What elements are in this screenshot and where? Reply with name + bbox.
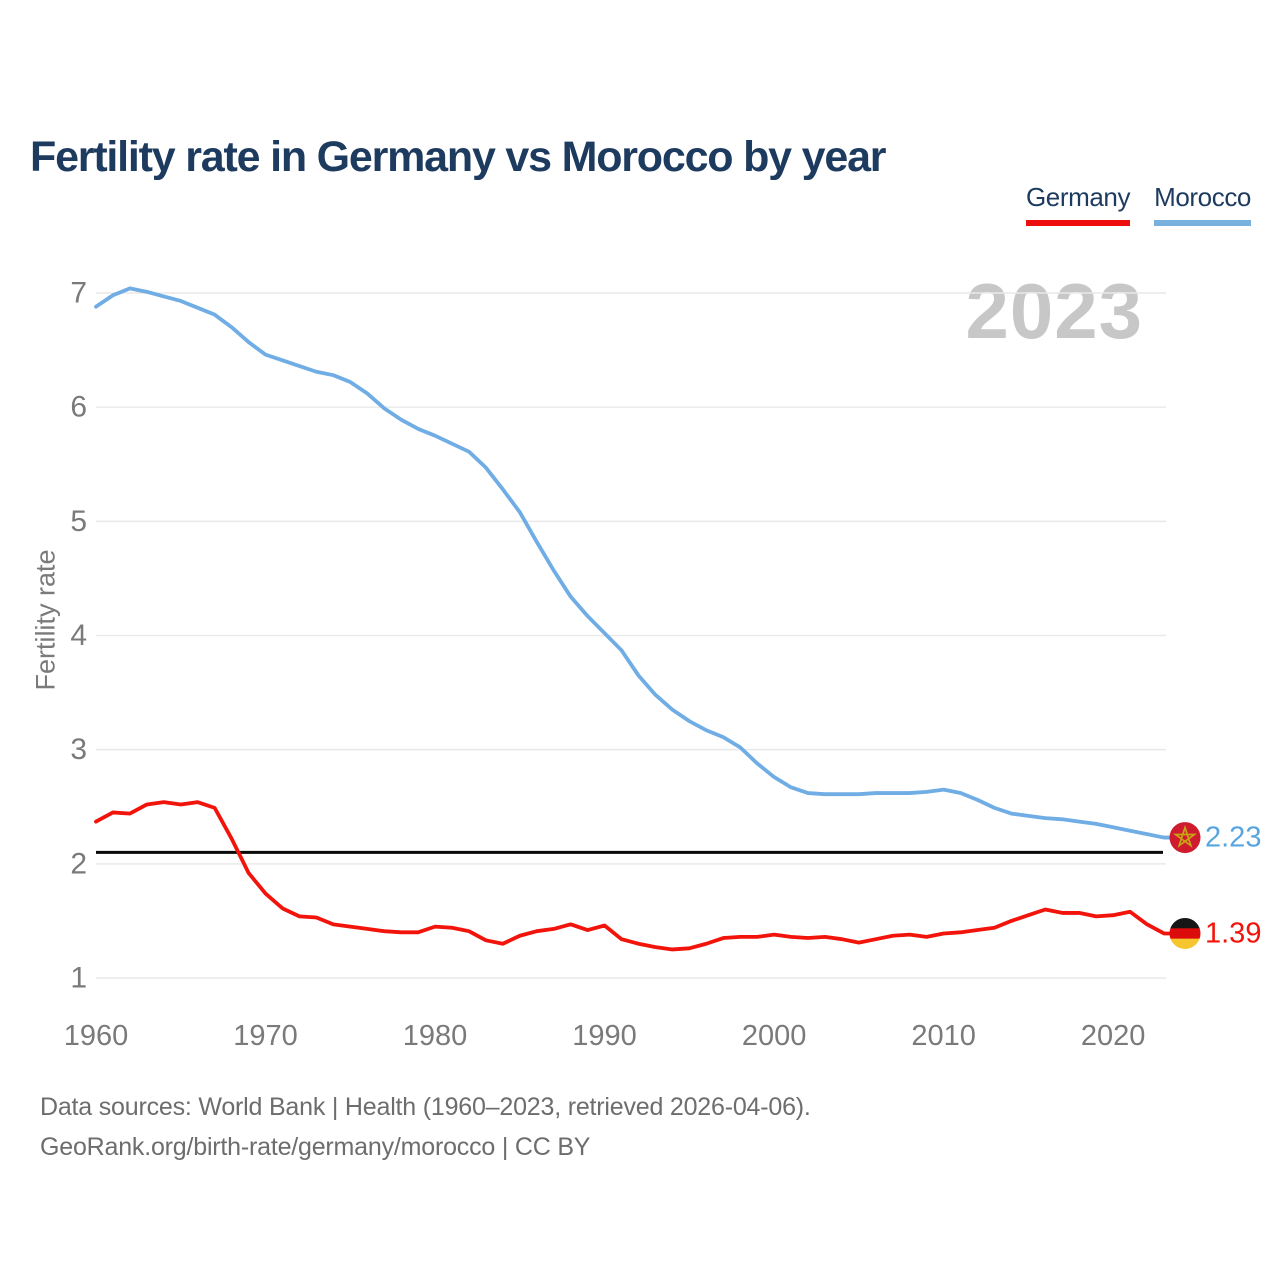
- footer-license-line: GeoRank.org/birth-rate/germany/morocco |…: [40, 1133, 591, 1161]
- y-tick-label-6: 6: [70, 391, 87, 424]
- morocco-line: [94, 286, 1172, 840]
- legend-label-germany: Germany: [1025, 182, 1131, 212]
- germany-end-value-label: 1.39: [1205, 917, 1261, 949]
- legend-item-morocco[interactable]: Morocco: [1154, 182, 1251, 226]
- x-tick-label-2010: 2010: [911, 1020, 976, 1052]
- x-tick-label-2020: 2020: [1081, 1020, 1146, 1052]
- x-tick-label-1970: 1970: [233, 1020, 298, 1052]
- footer-attribution-line: Data sources: World Bank | Health (1960–…: [40, 1093, 811, 1121]
- germany-line: [94, 800, 1172, 952]
- y-tick-label-4: 4: [70, 619, 87, 652]
- y-tick-label-5: 5: [70, 505, 87, 538]
- germany-flag-icon: [1169, 917, 1201, 949]
- x-tick-label-2000: 2000: [742, 1020, 807, 1052]
- y-tick-label-7: 7: [70, 276, 87, 309]
- morocco-flag-icon: [1169, 822, 1201, 854]
- chart-legend: Germany Morocco: [1025, 182, 1251, 226]
- chart-canvas[interactable]: 1 2 3 4 5 6 7 1960 1970 1980 1990 2000 2010 2020 1.39 2…: [0, 0, 1280, 1080]
- legend-label-morocco: Morocco: [1154, 182, 1251, 212]
- page-title: Fertility rate in Germany vs Morocco by …: [30, 132, 887, 181]
- y-tick-label-2: 2: [70, 847, 87, 880]
- x-tick-label-1990: 1990: [572, 1020, 637, 1052]
- x-tick-label-1980: 1980: [403, 1020, 468, 1052]
- y-tick-label-3: 3: [70, 733, 87, 766]
- footer: Data sources: World Bank | Health (1960–…: [40, 1087, 811, 1167]
- morocco-end-value-label: 2.23: [1205, 822, 1261, 854]
- legend-item-germany[interactable]: Germany: [1025, 182, 1131, 226]
- watermark-year: 2023: [965, 267, 1143, 355]
- y-tick-label-1: 1: [70, 962, 87, 995]
- x-tick-label-1960: 1960: [64, 1020, 129, 1052]
